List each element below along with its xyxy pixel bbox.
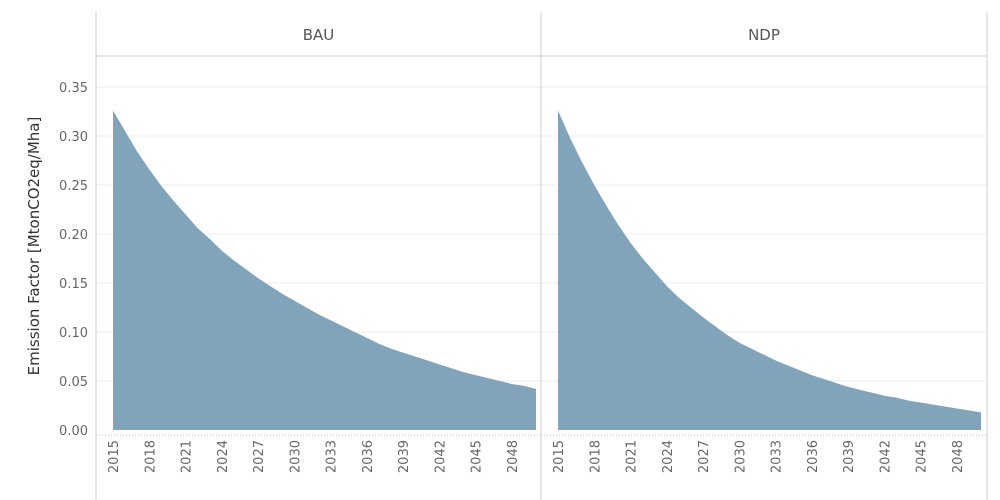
panel-title: BAU: [303, 26, 335, 44]
x-tick-label: 2036: [361, 440, 376, 473]
y-tick-label: 0.00: [59, 424, 88, 439]
panel-title: NDP: [748, 26, 780, 44]
y-axis-ticks: 0.00 0.05 0.10 0.15 0.20 0.25 0.30 0.35: [59, 81, 88, 439]
y-tick-label: 0.20: [59, 228, 88, 243]
y-tick-label: 0.05: [59, 375, 88, 390]
y-tick-label: 0.35: [59, 81, 88, 96]
x-tick-label: 2027: [697, 440, 712, 473]
x-tick-label: 2021: [180, 440, 195, 473]
area-ndp: [558, 110, 981, 431]
x-tick-label: 2036: [806, 440, 821, 473]
x-tick-label: 2045: [470, 440, 485, 473]
x-tick-label: 2024: [661, 440, 676, 473]
x-tick-label: 2045: [915, 440, 930, 473]
y-tick-label: 0.30: [59, 130, 88, 145]
y-tick-label: 0.25: [59, 179, 88, 194]
y-tick-label: 0.10: [59, 326, 88, 341]
x-tick-label: 2027: [252, 440, 267, 473]
area-bau: [113, 110, 536, 431]
y-tick-label: 0.15: [59, 277, 88, 292]
x-tick-label: 2033: [325, 440, 340, 473]
x-tick-label: 2030: [733, 440, 748, 473]
x-tick-label: 2015: [552, 440, 567, 473]
x-tick-label: 2018: [588, 440, 603, 473]
panel-ndp: 2015 2018 2021 2024 2027 2030 2033 2036 2039 2042…: [541, 26, 987, 473]
x-tick-label: 2021: [625, 440, 640, 473]
panel-bau: 2015 2018 2021 2024 2027 2030 2033 2036 2039 2042…: [96, 26, 541, 473]
x-tick-label: 2015: [107, 440, 122, 473]
x-tick-label: 2030: [288, 440, 303, 473]
x-tick-label: 2039: [842, 440, 857, 473]
y-axis-title: Emission Factor [MtonCO2eq/Mha]: [25, 117, 43, 376]
chart-panels: 2015 2018 2021 2024 2027 2030 2033 2036 2039 2042…: [95, 12, 988, 500]
x-tick-label: 2033: [770, 440, 785, 473]
x-tick-label: 2042: [433, 440, 448, 473]
x-tick-label: 2048: [951, 440, 966, 473]
x-tick-label: 2039: [397, 440, 412, 473]
x-tick-label: 2042: [878, 440, 893, 473]
x-tick-label: 2018: [143, 440, 158, 473]
x-tick-label: 2024: [216, 440, 231, 473]
x-tick-label: 2048: [506, 440, 521, 473]
